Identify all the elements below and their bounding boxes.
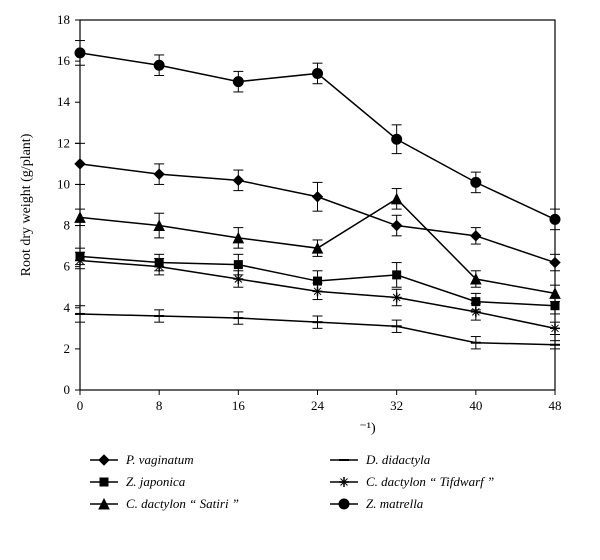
x-axis-label: ⁻¹): [359, 421, 376, 436]
y-tick-label: 10: [57, 176, 70, 191]
legend-label: C. dactylon “ Satiri ”: [126, 496, 239, 511]
x-tick-label: 24: [311, 398, 325, 413]
legend-label: Z. matrella: [366, 496, 424, 511]
legend-label: C. dactylon “ Tifdwarf ”: [366, 474, 494, 489]
legend-item: Z. japonica: [90, 474, 186, 489]
y-tick-label: 2: [64, 341, 71, 356]
x-tick-label: 0: [77, 398, 84, 413]
y-axis-label: Root dry weight (g/plant): [19, 133, 34, 276]
legend-label: D. didactyla: [365, 452, 431, 467]
y-tick-label: 0: [64, 382, 71, 397]
y-tick-label: 4: [64, 300, 71, 315]
x-tick-label: 48: [549, 398, 562, 413]
series-d-didactyla: [75, 306, 560, 349]
legend-item: Z. matrella: [330, 496, 424, 511]
y-tick-label: 16: [57, 53, 71, 68]
x-tick-label: 8: [156, 398, 163, 413]
y-tick-label: 12: [57, 135, 70, 150]
x-tick-label: 40: [469, 398, 482, 413]
y-tick-label: 8: [64, 218, 71, 233]
legend-item: P. vaginatum: [90, 452, 194, 467]
y-tick-label: 14: [57, 94, 71, 109]
legend-item: D. didactyla: [330, 452, 431, 467]
line-chart: 024681012141618081624324048⁻¹)Root dry w…: [0, 0, 600, 560]
legend-label: P. vaginatum: [125, 452, 194, 467]
y-tick-label: 18: [57, 12, 70, 27]
legend-item: C. dactylon “ Tifdwarf ”: [330, 474, 494, 489]
legend-item: C. dactylon “ Satiri ”: [90, 496, 239, 511]
x-tick-label: 16: [232, 398, 246, 413]
legend-label: Z. japonica: [126, 474, 186, 489]
y-tick-label: 6: [64, 259, 71, 274]
chart-container: 024681012141618081624324048⁻¹)Root dry w…: [0, 0, 600, 560]
x-tick-label: 32: [390, 398, 403, 413]
